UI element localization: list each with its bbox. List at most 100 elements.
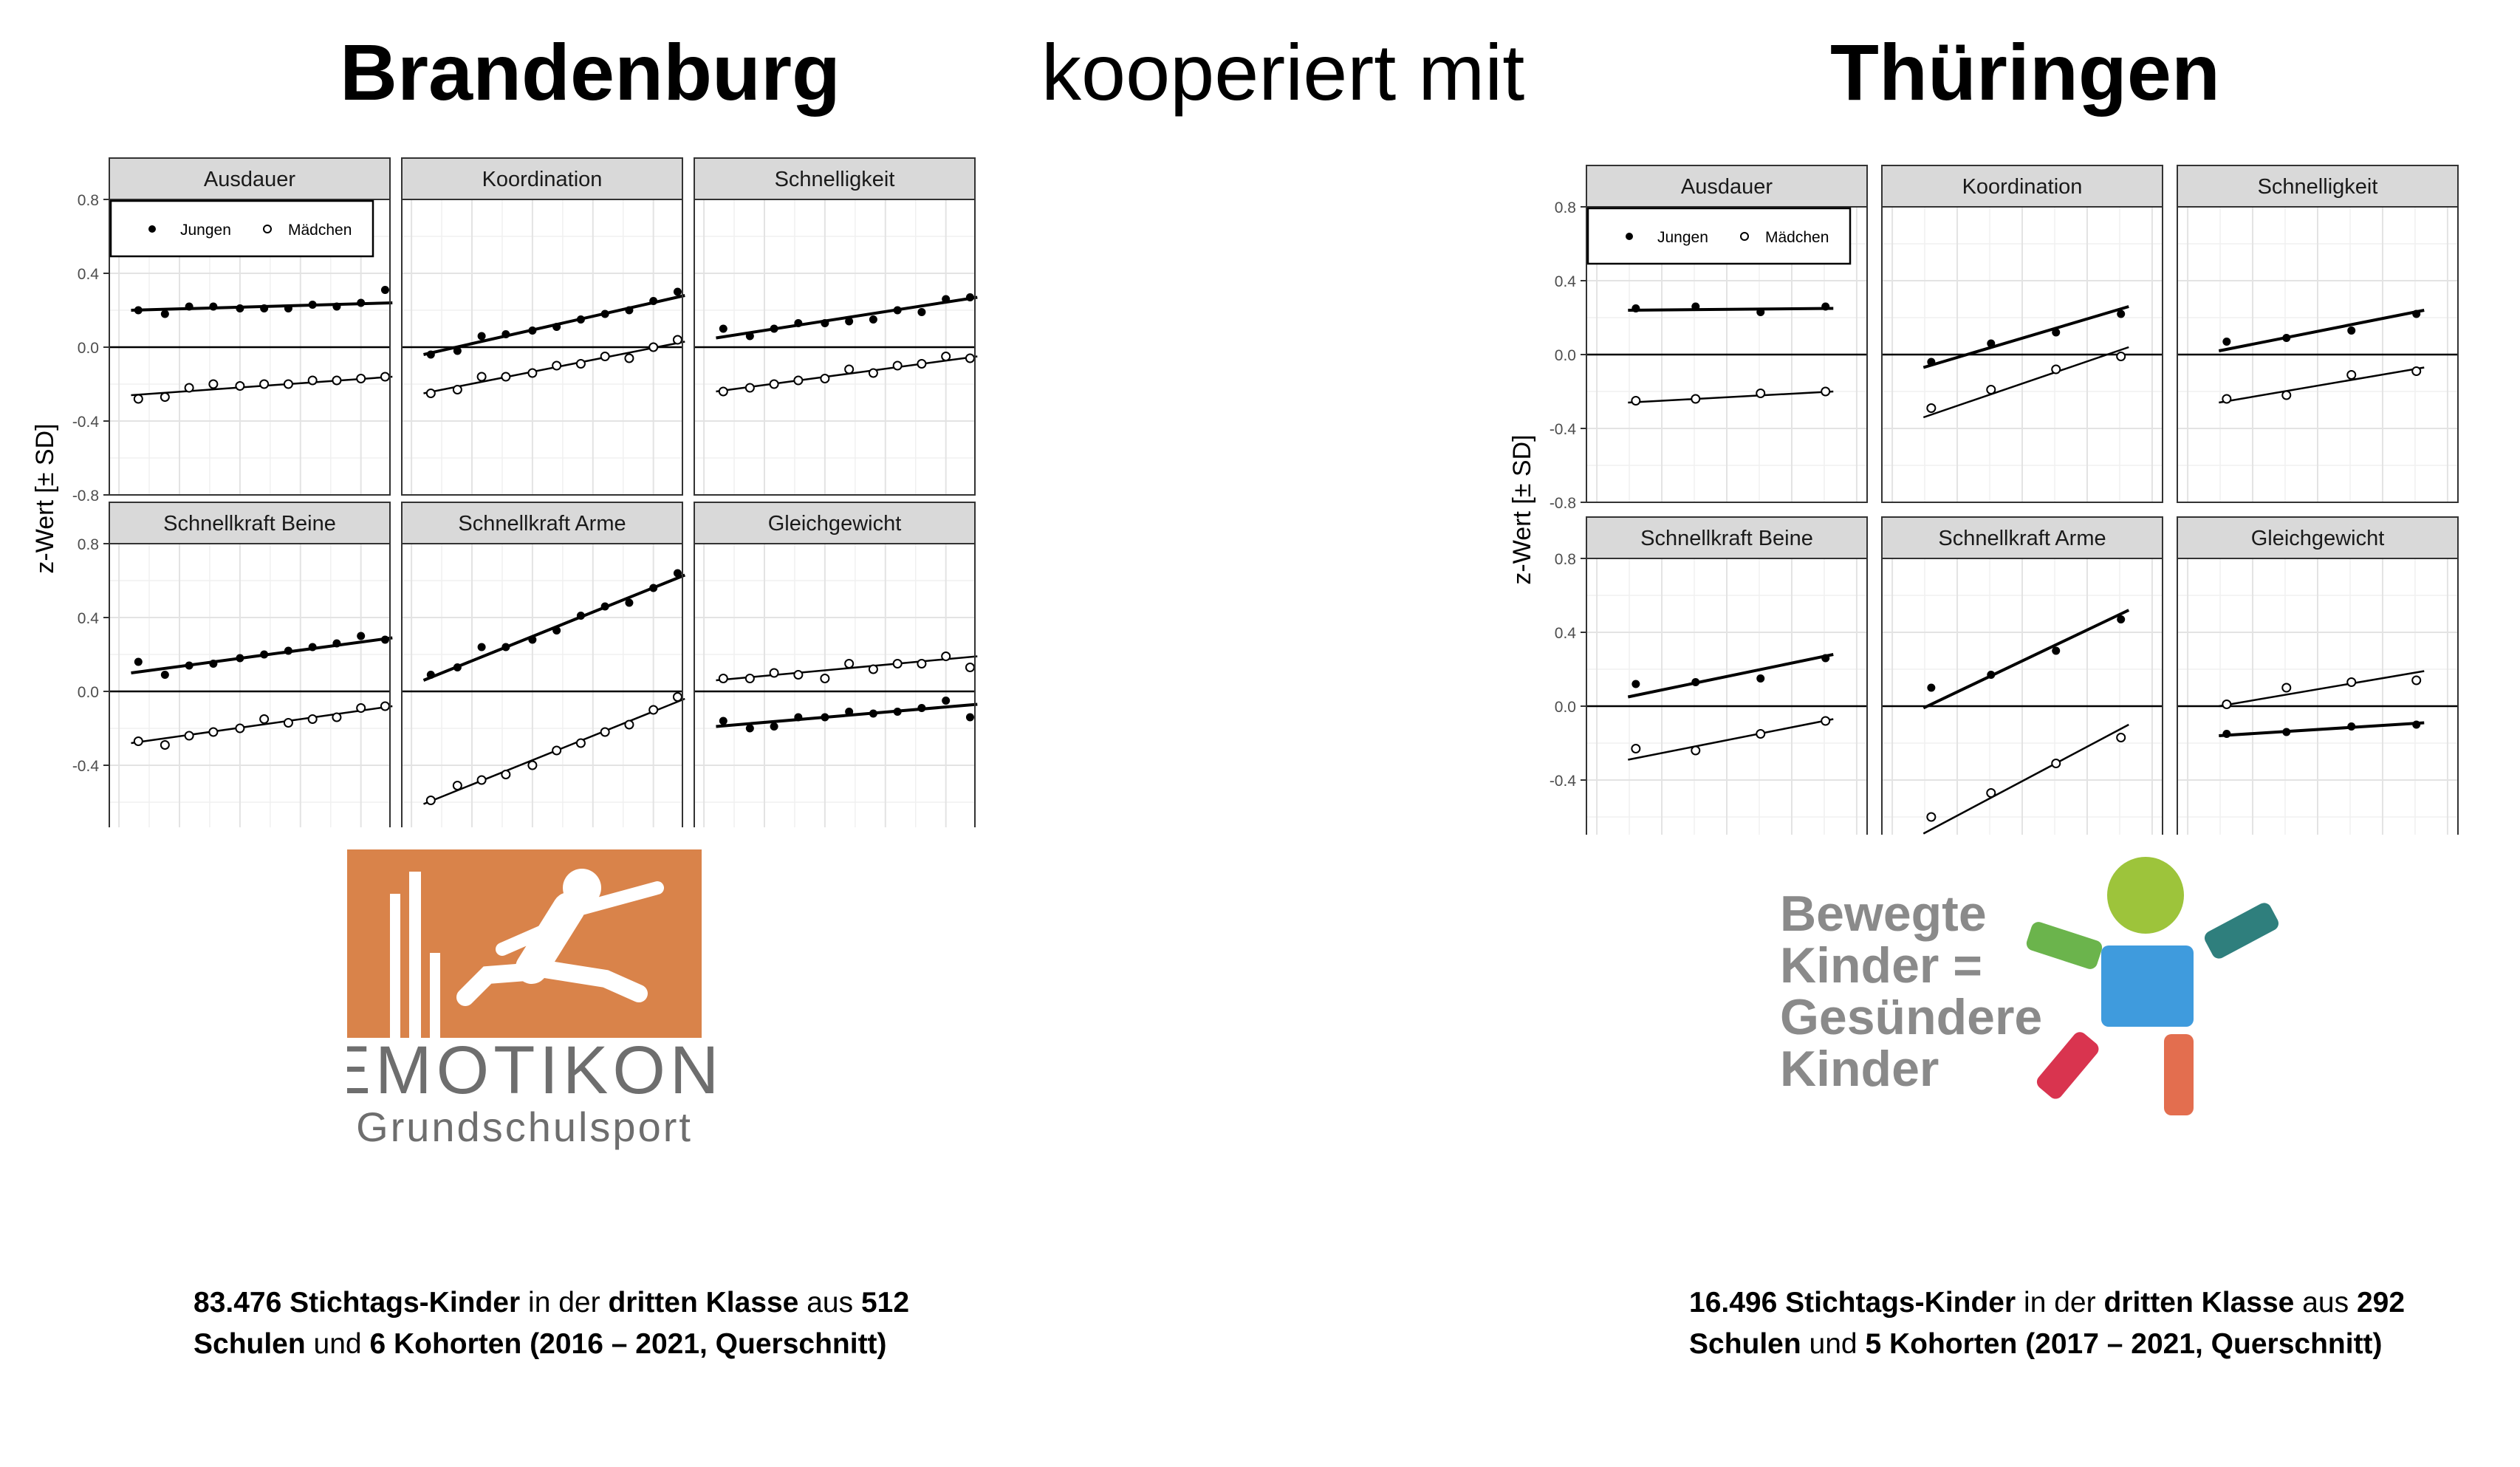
emotikon-logo-bar [430, 953, 440, 1038]
point-maedchen [259, 714, 270, 724]
point-maedchen [2116, 352, 2126, 361]
caption-class: dritten Klasse [608, 1287, 799, 1319]
facet-panel: Ausdauer 0.8 0.4 0.0 -0.4 -0.8 Jungen Mädchen [1550, 165, 1868, 512]
point-maedchen [844, 364, 855, 375]
caption-kids: Stichtags-Kinder [290, 1287, 521, 1319]
point-maedchen [133, 736, 143, 746]
point-maedchen [307, 375, 318, 386]
point-maedchen [1756, 729, 1766, 739]
point-jungen [308, 643, 317, 652]
point-maedchen [672, 692, 682, 702]
caption-cohorts: 5 Kohorten (2017 – 2021, Querschnitt) [1865, 1328, 2383, 1360]
point-jungen [1927, 358, 1936, 366]
point-jungen [453, 663, 462, 671]
panel-background [109, 544, 390, 827]
facet-strip [109, 157, 391, 200]
legend-label-maedchen: Mädchen [1765, 229, 1829, 246]
fit-line-jungen [716, 295, 978, 340]
point-jungen [134, 657, 143, 666]
point-jungen [917, 308, 926, 316]
point-maedchen [1926, 812, 1937, 822]
point-jungen [649, 584, 658, 592]
point-jungen [260, 650, 269, 659]
emotikon-logo-subtitle: Grundschulsport [356, 1104, 693, 1150]
caption-text: in der [2024, 1287, 2096, 1319]
y-tick-label: 0.0 [78, 340, 99, 357]
y-tick-label: 0.8 [1555, 199, 1576, 216]
point-maedchen [356, 703, 366, 713]
y-tick-label: -0.4 [1550, 773, 1577, 790]
point-jungen [528, 326, 537, 335]
point-maedchen [184, 731, 194, 741]
point-jungen [2052, 646, 2061, 655]
panel-background [402, 544, 682, 827]
point-jungen [1927, 683, 1936, 692]
point-maedchen [332, 375, 342, 386]
point-jungen [1821, 654, 1830, 663]
logo-line-1: Bewegte [1780, 886, 1987, 942]
point-maedchen [718, 674, 728, 683]
panel-border [2177, 558, 2459, 835]
facet-title: Schnelligkeit [2258, 175, 2378, 199]
point-maedchen [744, 674, 755, 683]
point-maedchen [1986, 788, 1996, 798]
facet-strip [1586, 165, 1868, 208]
point-jungen [1632, 304, 1640, 312]
facet-strip [109, 502, 391, 544]
point-maedchen [380, 701, 390, 711]
point-jungen [308, 301, 317, 309]
caption-text: aus [807, 1287, 854, 1319]
point-jungen [869, 709, 877, 718]
point-jungen [160, 310, 169, 318]
point-maedchen [672, 335, 682, 345]
point-jungen [477, 643, 486, 652]
point-maedchen [624, 353, 634, 363]
point-maedchen [501, 372, 511, 382]
caption-schools-count: 292 [2356, 1287, 2406, 1319]
point-maedchen [600, 352, 610, 361]
facet-panel: Schnelligkeit [694, 157, 978, 496]
y-tick-label: 0.4 [1555, 625, 1577, 642]
point-jungen [2412, 310, 2421, 318]
point-maedchen [2411, 675, 2422, 685]
title-kooperiert-mit: kooperiert mit [1041, 27, 1525, 117]
point-jungen [1987, 671, 1996, 679]
fit-line-jungen [1627, 653, 1834, 699]
point-maedchen [527, 368, 538, 378]
facet-strip [694, 157, 976, 200]
point-jungen [2412, 720, 2421, 729]
point-jungen [1756, 308, 1765, 316]
point-jungen [209, 302, 218, 311]
facet-strip [401, 157, 683, 200]
point-maedchen [452, 385, 462, 394]
caption-text: in der [528, 1287, 600, 1319]
point-maedchen [332, 712, 342, 722]
point-maedchen [1926, 403, 1937, 413]
point-maedchen [941, 352, 951, 361]
facet-panel: Gleichgewicht8.258.508.759.009.25 [2177, 516, 2459, 835]
point-jungen [501, 643, 510, 652]
point-maedchen [941, 652, 951, 661]
point-maedchen [744, 383, 755, 393]
point-jungen [770, 324, 778, 333]
y-tick-label: 0.8 [78, 536, 99, 553]
fit-line-maedchen [2219, 366, 2425, 404]
facet-title: Schnellkraft Beine [1640, 527, 1813, 550]
point-jungen [209, 660, 218, 668]
point-jungen [1821, 302, 1830, 311]
caption-brandenburg: 83.476 Stichtags-Kinder in der dritten K… [194, 1282, 1006, 1365]
panel-background [694, 544, 975, 827]
point-jungen [821, 319, 829, 327]
point-maedchen [2346, 370, 2357, 380]
point-maedchen [2116, 733, 2126, 742]
facet-panel: Ausdauer 0.8 0.4 0.0 -0.4 -0.8 Jungen Mädchen [72, 157, 393, 505]
point-jungen [1632, 680, 1640, 688]
point-jungen [965, 713, 974, 722]
point-jungen [477, 332, 486, 341]
y-tick-label: 0.8 [1555, 551, 1576, 568]
point-jungen [236, 304, 244, 312]
facet-panel: Koordination [1881, 165, 2163, 503]
caption-schools-count: 512 [860, 1287, 910, 1319]
point-maedchen [648, 342, 659, 352]
fit-line-jungen [1628, 307, 1834, 312]
